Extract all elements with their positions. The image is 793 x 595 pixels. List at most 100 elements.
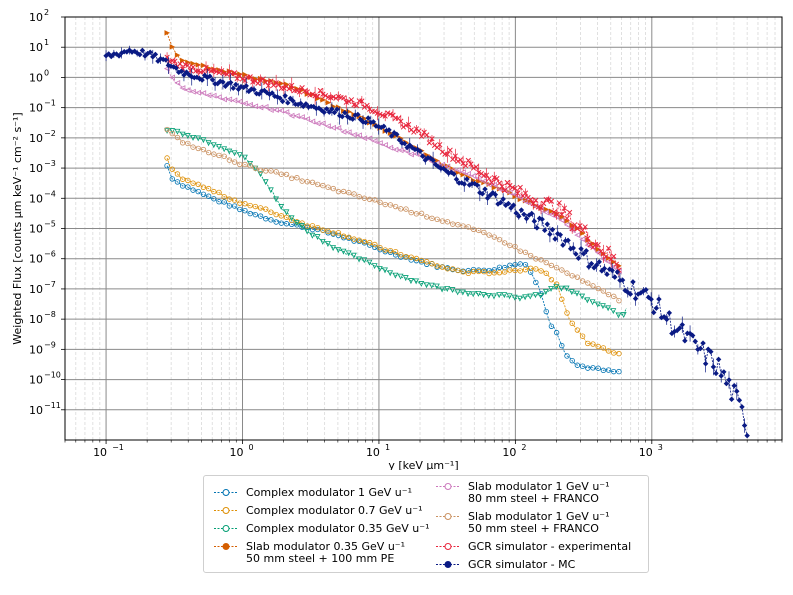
series-7-point (666, 310, 673, 316)
series-6-point (603, 253, 609, 260)
series-7-point (300, 103, 307, 110)
series-0-point (200, 191, 207, 198)
series-5-point (538, 257, 544, 263)
series-0-point (268, 217, 274, 223)
series-1-point (299, 220, 305, 226)
series-4-point (366, 135, 373, 142)
series-7-point (679, 322, 686, 328)
series-2-point (309, 232, 316, 239)
series-4-point (169, 74, 175, 81)
series-7-point (430, 157, 436, 164)
y-tick-label: 10 (29, 102, 43, 115)
series-4-point (594, 249, 601, 256)
series-7-point (575, 255, 582, 261)
series-2-point (179, 131, 186, 138)
series-6-point (483, 172, 490, 178)
series-7-point (347, 115, 353, 121)
series-0-point (512, 261, 518, 268)
series-7-point (736, 397, 743, 403)
series-2-point (579, 293, 586, 300)
series-2-point (314, 234, 321, 241)
series-5-point (460, 223, 466, 229)
series-0-point (590, 365, 596, 371)
series-0-point (408, 257, 414, 263)
y-tick-exponent: −11 (44, 401, 61, 410)
series-4-point (231, 97, 238, 104)
series-2-point (273, 196, 279, 203)
series-6-point (559, 211, 565, 218)
legend-label: Slab modulator 1 GeV u⁻¹ (468, 510, 610, 523)
series-6-point (348, 97, 355, 103)
legend-label: Slab modulator 1 GeV u⁻¹ (468, 480, 610, 493)
series-5-point (283, 171, 290, 178)
series-5-point (185, 140, 191, 147)
series-5-point (398, 206, 404, 212)
x-tick-exponent: 3 (658, 443, 663, 452)
series-7-point (235, 86, 242, 93)
series-1-point (522, 266, 529, 273)
series-7-point (209, 77, 216, 83)
series-7-point (710, 364, 717, 370)
series-4-point (330, 124, 336, 131)
series-7-point (357, 116, 364, 123)
series-2-point (454, 289, 461, 296)
series-0-point (283, 221, 290, 227)
series-4-point (579, 236, 586, 243)
series-2-point (335, 247, 342, 254)
series-7-point (731, 382, 737, 389)
series-2-point (221, 146, 228, 153)
series-5-point (491, 234, 497, 240)
plot-frame (64, 16, 783, 441)
series-0-point (605, 367, 612, 373)
series-4-point (246, 101, 253, 108)
series-7-point (256, 91, 262, 97)
series-7-point (137, 51, 143, 58)
series-0-point (289, 221, 295, 228)
series-7-point (516, 213, 522, 220)
series-6-point (546, 196, 552, 203)
series-5-point (527, 252, 534, 259)
series-7-point (734, 388, 740, 394)
legend-label: Complex modulator 0.35 GeV u⁻¹ (246, 522, 430, 535)
series-3-point (164, 30, 171, 36)
series-6-point (294, 87, 300, 94)
series-5-point (496, 236, 503, 243)
series-1-point (351, 236, 357, 242)
y-tick-label: 10 (29, 404, 43, 417)
series-6-point (502, 187, 508, 194)
series-5-point (174, 134, 181, 141)
series-0-point (247, 210, 253, 217)
series-7-point (560, 242, 566, 248)
x-tick-exponent: 0 (249, 443, 254, 452)
series-0-point (190, 187, 196, 193)
series-5-point (470, 226, 477, 232)
series-0-point (221, 199, 227, 205)
series-2-point (392, 272, 399, 279)
series-5-point (611, 293, 617, 300)
series-5-point (231, 159, 238, 165)
series-0-point (486, 267, 492, 274)
legend-symbol (214, 543, 238, 550)
series-6-point (426, 140, 433, 146)
legend-label: Complex modulator 0.7 GeV u⁻¹ (246, 504, 423, 517)
series-7-point (186, 72, 192, 78)
series-2-point (568, 289, 575, 296)
series-4-point (350, 131, 357, 138)
series-6-point (416, 128, 422, 134)
series-1-point (330, 230, 336, 236)
series-2-point (537, 292, 544, 299)
series-1-point (179, 176, 186, 182)
series-7-point (505, 200, 512, 207)
series-5-point (564, 270, 570, 276)
series-7-point (344, 113, 351, 120)
series-7-point (653, 305, 660, 311)
series-1-point (361, 238, 368, 245)
series-4-point (340, 128, 347, 135)
series-1-point (211, 188, 217, 195)
series-6-point (265, 83, 272, 89)
series-5-point (211, 151, 217, 157)
series-6-point (572, 222, 578, 228)
series-6-point (522, 190, 529, 196)
series-7-point (692, 338, 698, 345)
series-5-point (600, 288, 607, 294)
